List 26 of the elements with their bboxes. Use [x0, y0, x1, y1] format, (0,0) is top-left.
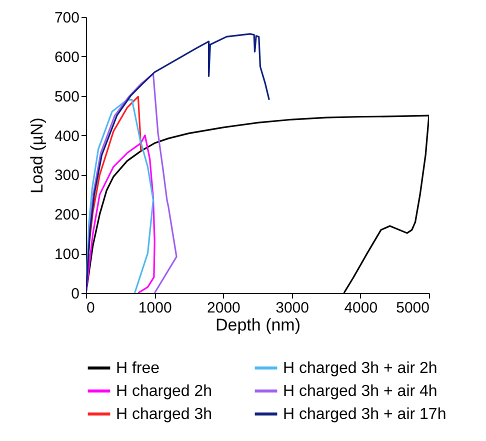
y-tick-label: 300	[54, 167, 80, 184]
legend-label: H charged 2h	[116, 383, 212, 400]
y-tick-label: 0	[71, 286, 80, 302]
y-tick-label: 700	[54, 10, 80, 26]
legend-label: H free	[116, 360, 160, 377]
x-tick-label: 5000	[396, 300, 430, 316]
legend-label: H charged 3h	[116, 406, 212, 423]
line-series	[86, 33, 270, 293]
x-tick-label: 2000	[207, 300, 240, 316]
legend-label: H charged 3h + air 17h	[283, 406, 446, 423]
x-tick-label: 0	[86, 300, 95, 316]
x-tick-label: 3000	[276, 300, 309, 316]
y-tick-label: 100	[54, 246, 80, 264]
y-axis-title: Load (µN)	[27, 118, 46, 194]
y-tick-label: 400	[54, 128, 80, 145]
x-tick-label: 4000	[344, 300, 378, 316]
legend-label: H charged 3h + air 4h	[283, 383, 438, 400]
legend-label: H charged 3h + air 2h	[283, 360, 438, 377]
y-tick-label: 600	[54, 48, 80, 66]
line-series	[86, 99, 154, 293]
x-tick-label: 1000	[138, 300, 172, 316]
x-axis-title: Depth (nm)	[215, 316, 301, 334]
line-series	[86, 72, 178, 293]
y-tick-label: 500	[54, 88, 80, 106]
y-tick-label: 200	[54, 206, 80, 224]
line-series	[86, 134, 156, 293]
